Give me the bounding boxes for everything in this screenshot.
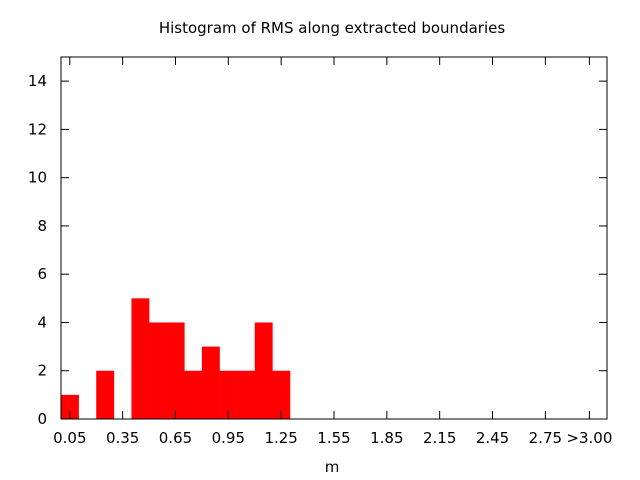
x-tick-label: 1.85 — [370, 429, 403, 447]
bars-group — [61, 298, 291, 419]
x-tick-label: 2.15 — [423, 429, 456, 447]
ticks-group: 0 2 4 6 8 10 12 14 0.05 0.35 0.65 0.95 1.25 1.55 1.85 2… — [28, 57, 612, 447]
x-tick-label: 0.65 — [159, 429, 192, 447]
histogram-bar — [149, 322, 167, 419]
x-tick-label: 0.35 — [106, 429, 139, 447]
x-tick-label: 0.95 — [212, 429, 245, 447]
x-tick-label: 1.25 — [264, 429, 297, 447]
histogram-bar — [131, 298, 150, 419]
histogram-bar — [61, 394, 79, 419]
histogram-bar — [237, 370, 256, 419]
x-tick-label: 2.75 — [529, 429, 562, 447]
y-tick-label: 10 — [28, 169, 47, 187]
x-tick-label: 1.55 — [317, 429, 350, 447]
plot-frame — [60, 56, 608, 420]
histogram-bar — [184, 370, 203, 419]
y-tick-label: 8 — [37, 217, 47, 235]
histogram-bar — [96, 370, 115, 419]
histogram-bar — [219, 370, 238, 419]
y-tick-label: 4 — [37, 313, 47, 331]
x-tick-label: >3.00 — [566, 429, 612, 447]
y-tick-label: 2 — [37, 362, 47, 380]
histogram-bar — [201, 346, 220, 419]
y-tick-label: 12 — [28, 120, 47, 138]
x-tick-label: 2.45 — [476, 429, 509, 447]
y-tick-label: 14 — [28, 72, 47, 90]
histogram-bar — [254, 322, 273, 419]
x-axis-label: m — [325, 458, 340, 476]
histogram-bar — [166, 322, 185, 419]
histogram-bar — [272, 370, 291, 419]
y-tick-label: 0 — [37, 410, 47, 428]
x-tick-label: 0.05 — [53, 429, 86, 447]
chart-title: Histogram of RMS along extracted boundar… — [159, 19, 506, 37]
y-tick-label: 6 — [37, 265, 47, 283]
